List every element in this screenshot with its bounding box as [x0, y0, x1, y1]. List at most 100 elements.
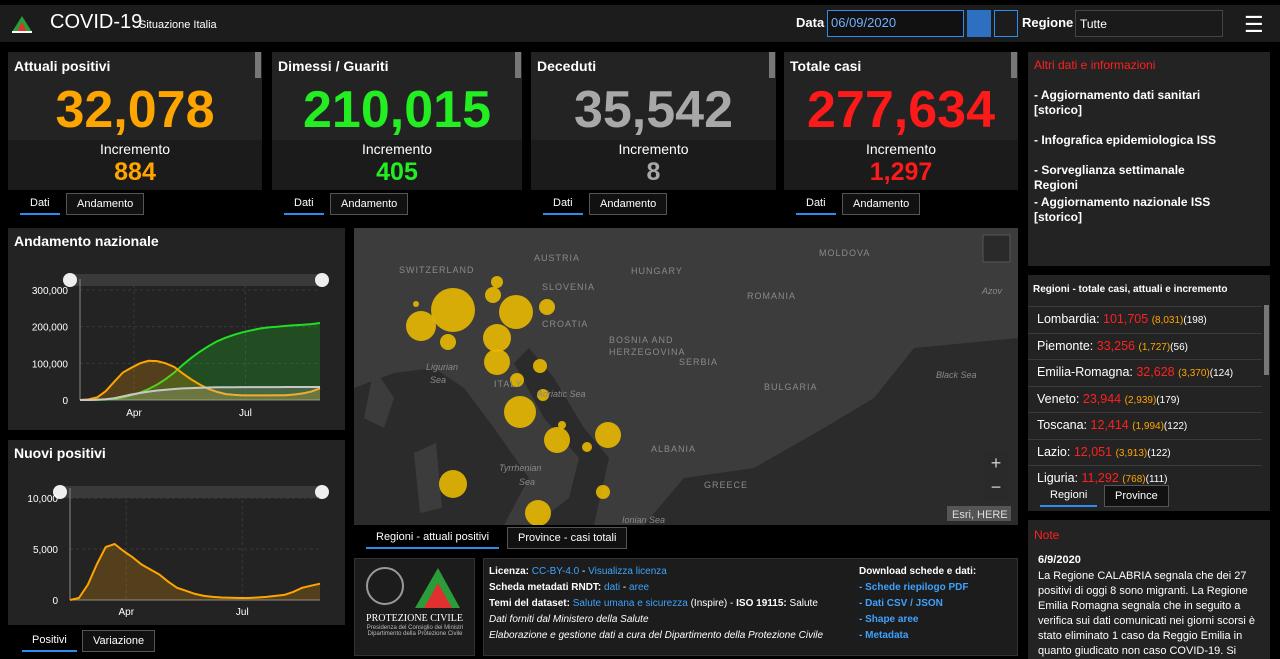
notes-date: 6/9/2020: [1038, 554, 1081, 566]
menu-button[interactable]: ☰: [1244, 12, 1264, 37]
slider-handle: [53, 485, 67, 499]
kpi-title: Deceduti: [537, 58, 597, 74]
kpi-increment: 884: [114, 158, 156, 186]
info-link[interactable]: - Sorveglianza settimanale Regioni: [1034, 163, 1185, 192]
bubbles: [406, 276, 621, 525]
chart: Nuovi positivi 0 5,000 10,000 Apr Jul: [14, 445, 329, 618]
regions-title: Regioni - totale casi, attuali e increme…: [1033, 284, 1228, 295]
download-link[interactable]: - Metadata: [859, 630, 909, 641]
download-link[interactable]: - Schede riepilogo PDF: [859, 582, 969, 593]
kpi-value: 277,634: [807, 81, 995, 139]
tab[interactable]: Dati: [20, 193, 60, 215]
date-input[interactable]: 06/09/2020: [827, 10, 964, 37]
kpi-card-lower: [272, 140, 522, 190]
region-active: (8,031): [1151, 315, 1184, 326]
map-label: BOSNIA AND: [609, 335, 674, 345]
map-label: Adriatic Sea: [536, 389, 586, 399]
tab[interactable]: Dati: [284, 193, 324, 215]
kpi-card: [531, 52, 776, 140]
tab[interactable]: Andamento: [66, 193, 145, 215]
info-link[interactable]: - Aggiornamento dati sanitari [storico]: [1034, 88, 1201, 117]
area: [70, 544, 320, 600]
region-total: 101,705: [1103, 312, 1149, 326]
logo-text: PROTEZIONE CIVILE: [366, 613, 463, 624]
scroll-thumb: [515, 52, 521, 78]
footer-line: Elaborazione e gestione dati a cura del …: [489, 630, 823, 641]
line: [79, 359, 321, 401]
region-active: (2,939): [1124, 394, 1157, 406]
y-tick-label: 200,000: [32, 323, 69, 334]
region-row: Piemonte: 33,256 (1,727)(56): [1028, 332, 1262, 359]
footer-link[interactable]: Salute umana e sicurezza: [572, 598, 688, 609]
y-tick-label: 100,000: [32, 359, 69, 370]
attribution-bg: [947, 506, 1011, 521]
region-name: Veneto:: [1037, 391, 1080, 406]
info-link[interactable]: - Aggiornamento nazionale ISS [storico]: [1034, 195, 1211, 224]
tab[interactable]: Dati: [543, 193, 583, 215]
line: [80, 386, 320, 401]
footer-text: Scheda metadati RNDT:: [489, 582, 605, 593]
map-label: AUSTRIA: [534, 253, 580, 263]
kpi-value: 35,542: [573, 81, 734, 139]
footer-link[interactable]: Visualizza licenza: [588, 566, 667, 577]
map-label: Ligurian: [426, 362, 458, 372]
region-name: Emilia-Romagna:: [1037, 365, 1133, 379]
x-tick-label: Apr: [118, 607, 134, 618]
footer-link[interactable]: aree: [629, 582, 650, 593]
kpi-card-lower: [8, 140, 262, 190]
area: [80, 323, 320, 400]
tab[interactable]: Positivi: [22, 630, 77, 652]
footer-link[interactable]: CC-BY-4.0: [531, 566, 580, 577]
zoom-controls[interactable]: [983, 451, 1010, 501]
map-label: Sea: [519, 477, 535, 487]
tab[interactable]: Andamento: [330, 193, 409, 215]
x-tick-label: Jul: [239, 408, 252, 419]
map-label: HERZEGOVINA: [609, 347, 686, 357]
info-link[interactable]: - Infografica epidemiologica ISS: [1034, 133, 1217, 147]
kpi-card-lower: [531, 140, 776, 190]
tab[interactable]: Regioni - attuali positivi: [366, 527, 500, 549]
region-increment: (179): [1156, 394, 1180, 406]
attribution: Esri, HERE: [952, 509, 1008, 521]
chart-panel: [8, 228, 345, 430]
tab[interactable]: Province - casi totali: [507, 527, 628, 549]
zoom-in[interactable]: +: [991, 453, 1002, 473]
tab[interactable]: Province: [1104, 485, 1169, 507]
tab[interactable]: Regioni: [1040, 485, 1098, 507]
kpi-card-lower: [784, 140, 1018, 190]
calendar-button[interactable]: [967, 10, 991, 37]
zoom-out[interactable]: −: [991, 477, 1002, 497]
region-active: (3,370): [1178, 368, 1210, 379]
region-row: Emilia-Romagna: 32,628 (3,370)(124): [1028, 359, 1262, 385]
logo-icon: [12, 16, 32, 33]
legend-button[interactable]: [982, 234, 1011, 263]
region-total: 12,051: [1073, 444, 1113, 459]
download-link[interactable]: - Shape aree: [859, 614, 919, 625]
tab[interactable]: Andamento: [589, 193, 668, 215]
time-button[interactable]: [994, 10, 1018, 37]
scrollbar: [1264, 305, 1269, 375]
tab[interactable]: Andamento: [842, 193, 921, 215]
kpi-increment: 405: [376, 158, 418, 186]
map-label: CROATIA: [542, 319, 588, 329]
footer-link[interactable]: dati: [604, 582, 621, 593]
kpi-increment-label: Incremento: [361, 141, 433, 157]
region-increment: (198): [1183, 315, 1207, 326]
emblem: [366, 567, 460, 608]
island: [364, 368, 442, 513]
map-label: SERBIA: [679, 357, 718, 367]
footer-line: Licenza: CC-BY-4.0 - Visualizza licenza: [489, 566, 667, 577]
region-select[interactable]: Tutte: [1075, 10, 1223, 37]
tab[interactable]: Variazione: [82, 630, 156, 652]
region-label: Regione: [1022, 15, 1074, 30]
footer-text: Elaborazione e gestione dati a cura del …: [489, 630, 824, 641]
download-link[interactable]: - Dati CSV / JSON: [859, 598, 943, 609]
region-increment: (124): [1209, 368, 1234, 379]
region-row: Toscana: 12,414 (1,994)(122): [1028, 412, 1262, 438]
kpi-value: 32,078: [55, 81, 215, 139]
tab[interactable]: Dati: [796, 193, 836, 215]
kpi-card: [272, 52, 522, 140]
footer-text: -: [620, 582, 630, 593]
date-label: Data: [796, 15, 825, 30]
footer-text: ISO 19115:: [736, 598, 787, 609]
